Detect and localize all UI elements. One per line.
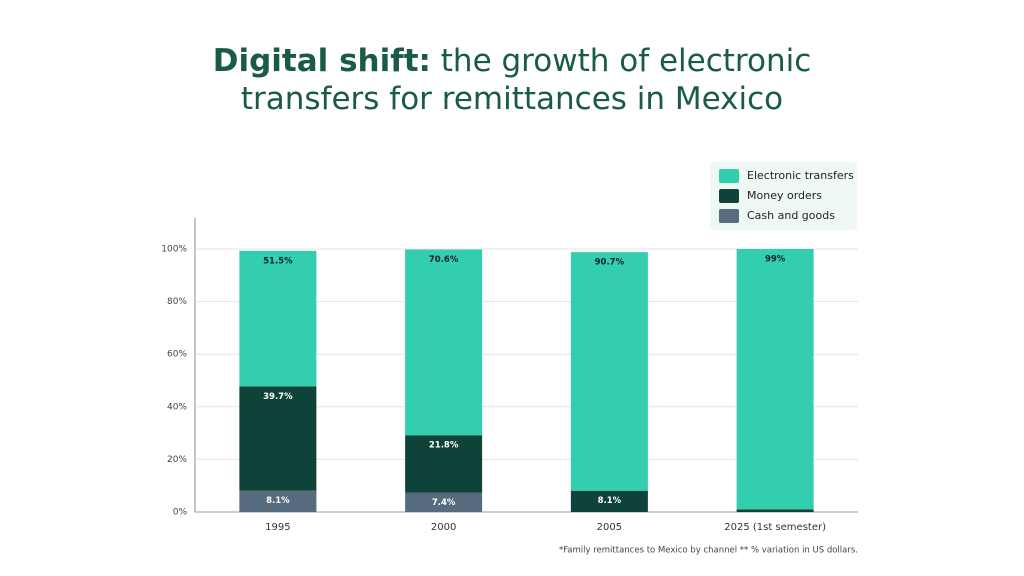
x-tick-label: 2000: [431, 522, 456, 533]
bar-segment: [570, 490, 648, 512]
y-tick-label: 40%: [167, 402, 187, 412]
value-label: 99%: [765, 255, 786, 265]
bar-segment: [405, 249, 483, 436]
legend-box: [710, 162, 857, 230]
value-label: 8.1%: [266, 496, 290, 506]
title-text-line-2: transfers for remittances in Mexico: [241, 81, 783, 117]
value-label: 7.4%: [432, 498, 456, 508]
bar-segment: [736, 249, 814, 510]
footnote: *Family remittances to Mexico by channel…: [559, 546, 858, 556]
x-tick-label: 2025 (1st semester): [724, 522, 826, 533]
chart-title: Digital shift: the growth of electronic t…: [213, 43, 812, 117]
x-tick-label: 2005: [597, 522, 622, 533]
title-text: the growth of electronic: [431, 43, 811, 79]
legend-label: Cash and goods: [747, 209, 835, 222]
value-label: 8.1%: [598, 496, 622, 506]
value-label: 39.7%: [263, 392, 293, 402]
bar-segment: [570, 252, 648, 491]
value-label: 1%: [768, 515, 783, 525]
value-label: 51.5%: [263, 256, 293, 266]
legend-label: Electronic transfers: [747, 169, 854, 182]
legend-swatch: [719, 209, 739, 223]
y-tick-label: 60%: [167, 350, 187, 360]
bar-segment: [239, 386, 317, 491]
bar-segment: [405, 492, 483, 512]
y-tick-label: 80%: [167, 297, 187, 307]
bar-segment: [405, 435, 483, 493]
value-label: 70.6%: [429, 255, 459, 265]
value-label: 90.7%: [595, 258, 625, 268]
value-label: 21.8%: [429, 441, 459, 451]
y-tick-label: 20%: [167, 455, 187, 465]
y-tick-label: 100%: [161, 245, 187, 255]
legend-label: Money orders: [747, 189, 822, 202]
bar-segment: [239, 250, 317, 387]
bar-segment: [736, 509, 814, 512]
legend-swatch: [719, 189, 739, 203]
x-tick-label: 1995: [265, 522, 290, 533]
bar-segment: [239, 490, 317, 512]
y-tick-label: 0%: [173, 508, 188, 518]
title-emphasis: Digital shift:: [213, 43, 431, 79]
legend-swatch: [719, 169, 739, 183]
